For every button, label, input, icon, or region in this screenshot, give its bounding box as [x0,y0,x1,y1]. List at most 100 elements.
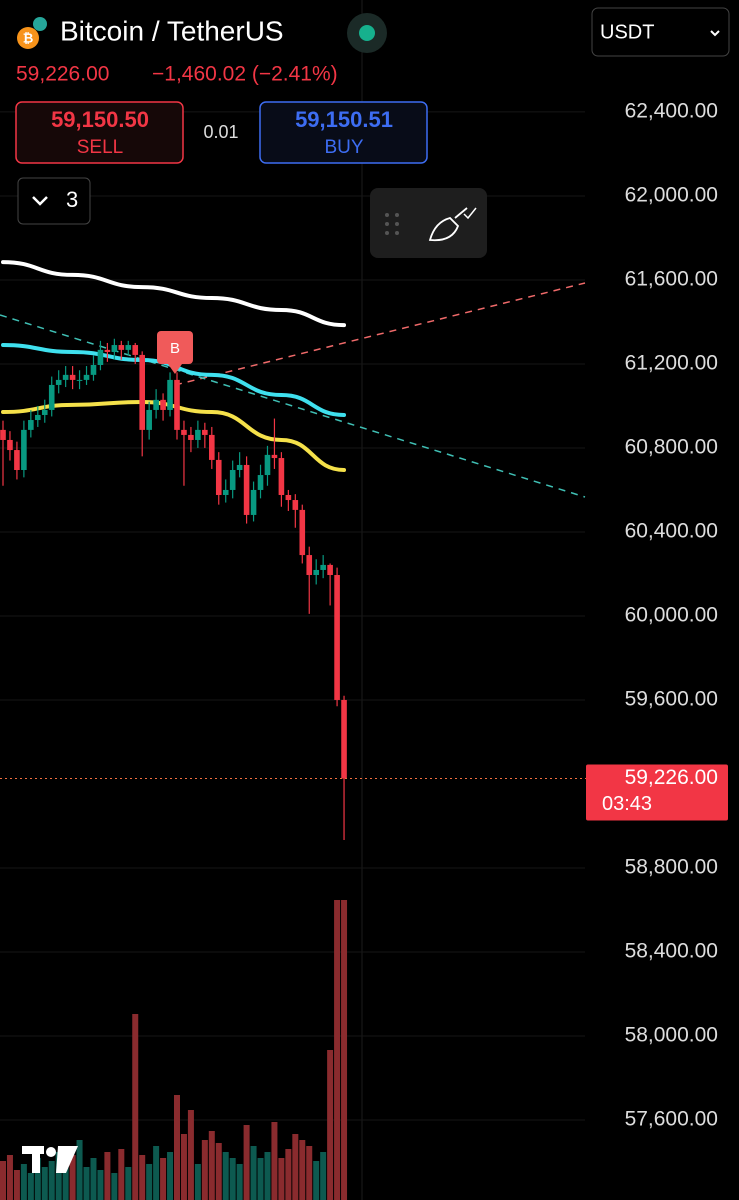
volume-bar [90,1158,97,1200]
volume-bar [222,1152,229,1200]
tv-logo [22,1146,78,1173]
price-tag-value: 59,226.00 [625,766,718,789]
volume-bar [292,1134,299,1200]
candle-body [202,429,208,435]
candle-body [209,434,215,460]
candle-body [264,454,271,476]
volume-bar [27,1173,34,1200]
candle-body [55,379,62,385]
volume-bar [187,1110,194,1200]
y-tick-label: 60,000.00 [625,604,718,627]
candle-body [21,429,27,471]
volume-bar [167,1152,174,1200]
volume-bar [76,1140,83,1200]
volume-bar [104,1152,111,1200]
candle-body [250,489,257,515]
candle-body [174,379,180,430]
candle-body [215,459,222,495]
candle-body [195,429,201,440]
candle-body [83,374,90,380]
brush-icon [428,207,468,242]
volume-bar [20,1164,27,1200]
volume-bar [125,1167,132,1200]
last-price: 59,226.00 [16,63,109,86]
signal-label: B [170,340,180,357]
check-icon [463,207,477,220]
candle-body [327,564,333,576]
candle-body [28,420,34,430]
drawing-toolbar[interactable] [370,188,487,258]
volume-bar [236,1164,243,1200]
volume-bar [34,1158,41,1200]
volume-bar [132,1014,139,1200]
sell-label: SELL [77,137,123,158]
currency: USDT [600,21,654,43]
volume-bar [208,1131,215,1200]
candles [0,338,347,841]
currency-select[interactable] [591,7,730,57]
volume-bar [285,1149,292,1200]
candle-body [167,379,173,410]
volume-bar [334,900,341,1200]
volume-bar [341,900,348,1200]
volume-bar [306,1146,313,1200]
volume-bar [264,1152,271,1200]
volume-bar [250,1146,257,1200]
candle-body [35,414,41,421]
candle-body [153,399,159,410]
moving-average [1,343,347,417]
candle-body [278,458,285,495]
symbol-title: Bitcoin / TetherUS [60,15,284,46]
y-tick-label: 61,600.00 [625,267,718,290]
volume-bar [0,1161,6,1200]
volume-bar [97,1170,104,1200]
volume-bar [180,1134,187,1200]
volume-bar [299,1140,306,1200]
volume-bar [320,1152,327,1200]
candle-body [299,509,306,556]
volume-bar [118,1149,125,1200]
volume-bar [13,1170,20,1200]
candle-body [188,434,194,440]
candle-body [306,555,313,576]
candle-body [229,470,236,490]
volume-bar [83,1167,90,1200]
y-tick-label: 57,600.00 [625,1108,718,1131]
candle-body [160,399,166,410]
coin-symbol: ₿ [23,30,34,45]
moving-average [1,260,347,328]
sell-price: 59,150.50 [51,107,149,132]
candle-body [76,379,83,381]
volume-bar [313,1161,320,1200]
y-axis: 62,400.00 62,000.00 61,600.00 61,200.00 60,8… [625,99,718,1130]
volume-bar [215,1143,222,1200]
candle-body [243,464,250,515]
countdown: 03:43 [602,793,652,815]
candle-body [14,450,20,471]
volume-bar [160,1158,167,1200]
signal-marker [157,331,193,364]
moving-average [1,399,347,473]
candle-body [111,345,118,352]
y-tick-label: 60,400.00 [625,520,718,543]
indicator-toggle[interactable] [17,177,91,225]
chevron [32,196,48,206]
trend-line [0,314,586,498]
y-tick-label: 59,600.00 [625,688,718,711]
candle-body [132,345,139,355]
buy-button[interactable] [259,101,428,164]
volume-bar [174,1095,180,1200]
buy-label: BUY [324,137,363,158]
y-tick-label: 62,400.00 [625,99,718,122]
candle-body [292,500,299,510]
candle-body [271,454,278,459]
y-tick-label: 58,800.00 [625,856,718,879]
volume-bar [62,1164,69,1200]
tether-icon [33,17,47,31]
sell-button[interactable] [15,101,184,164]
signal-pointer [168,364,182,374]
candle-body [104,349,111,352]
price-tag [586,764,728,821]
volume-bar [194,1164,201,1200]
volume-bar [243,1125,250,1200]
